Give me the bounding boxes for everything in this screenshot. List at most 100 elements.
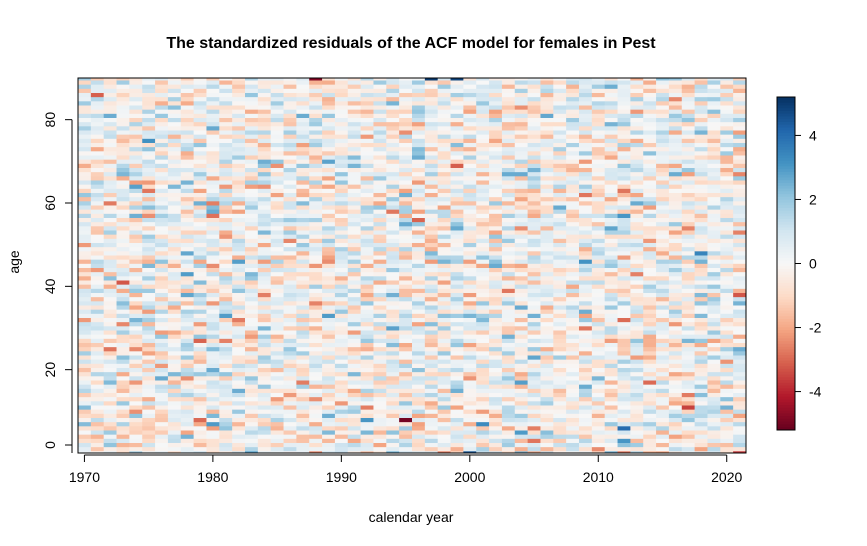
heatmap-cell [167, 284, 182, 289]
heatmap-cell [694, 96, 708, 102]
heatmap-cell [489, 80, 503, 85]
heatmap-cell [296, 421, 310, 427]
heatmap-cell [720, 242, 734, 248]
heatmap-cell [78, 438, 92, 443]
heatmap-cell [463, 155, 477, 160]
heatmap-cell [322, 234, 336, 239]
heatmap-cell [643, 342, 657, 348]
heatmap-cell [347, 271, 362, 277]
heatmap-cell [566, 342, 580, 348]
heatmap-cell [566, 180, 580, 185]
heatmap-cell [283, 150, 297, 156]
heatmap-cell [566, 267, 580, 273]
heatmap-cell [322, 225, 336, 231]
heatmap-cell [707, 200, 721, 206]
colorbar-swatch [777, 363, 795, 367]
heatmap-cell [489, 363, 503, 368]
heatmap-cell [103, 105, 117, 110]
heatmap-cell [437, 434, 451, 439]
heatmap-cell [733, 350, 747, 356]
heatmap-cell [604, 205, 618, 210]
heatmap-cell [90, 434, 105, 439]
heatmap-cell [193, 242, 207, 248]
heatmap-cell [720, 367, 734, 373]
heatmap-cell [553, 380, 567, 385]
heatmap-cell [424, 450, 439, 454]
heatmap-cell [720, 446, 734, 452]
heatmap-cell [707, 334, 721, 339]
heatmap-cell [155, 121, 169, 127]
heatmap-cell [167, 288, 182, 293]
heatmap-cell [90, 225, 105, 231]
heatmap-cell [424, 371, 439, 377]
heatmap-cell [604, 363, 618, 368]
heatmap-cell [489, 209, 503, 214]
heatmap-cell [245, 196, 259, 202]
heatmap-cell [193, 246, 207, 252]
heatmap-cell [180, 234, 195, 239]
heatmap-cell [707, 155, 721, 160]
heatmap-cell [180, 78, 195, 81]
heatmap-cell [514, 167, 529, 173]
heatmap-cell [283, 338, 297, 343]
heatmap-cell [604, 113, 618, 118]
heatmap-cell [257, 209, 272, 214]
heatmap-cell [167, 146, 182, 152]
heatmap-cell [296, 242, 310, 248]
heatmap-cell [360, 384, 374, 389]
heatmap-cell [78, 259, 92, 264]
heatmap-cell [424, 300, 439, 306]
heatmap-cell [630, 430, 644, 435]
heatmap-cell [566, 263, 580, 268]
heatmap-cell [681, 80, 696, 85]
heatmap-cell [553, 225, 567, 231]
heatmap-cell [553, 392, 567, 398]
heatmap-cell [180, 242, 195, 248]
heatmap-cell [643, 317, 657, 323]
heatmap-cell [399, 259, 413, 264]
heatmap-cell [193, 396, 207, 402]
heatmap-cell [707, 250, 721, 256]
heatmap-cell [219, 446, 233, 452]
heatmap-cell [103, 434, 117, 439]
heatmap-cell [489, 205, 503, 210]
heatmap-cell [155, 217, 169, 223]
heatmap-cell [334, 117, 349, 123]
colorbar-swatch [777, 219, 795, 223]
heatmap-cell [103, 242, 117, 248]
heatmap-cell [296, 342, 310, 348]
heatmap-cell [707, 209, 721, 214]
heatmap-cell [155, 355, 169, 360]
heatmap-cell [424, 342, 439, 348]
heatmap-cell [399, 163, 413, 168]
heatmap-cell [360, 250, 374, 256]
heatmap-cell [334, 346, 349, 352]
heatmap-cell [450, 100, 464, 106]
heatmap-cell [129, 421, 143, 427]
heatmap-cell [296, 138, 310, 143]
heatmap-cell [604, 175, 618, 181]
heatmap-cell [476, 367, 490, 373]
heatmap-cell [257, 421, 272, 427]
heatmap-cell [257, 275, 272, 281]
heatmap-cell [694, 250, 708, 256]
heatmap-cell [232, 384, 246, 389]
heatmap-cell [360, 200, 374, 206]
heatmap-cell [360, 217, 374, 223]
heatmap-cell [142, 130, 156, 135]
heatmap-cell [643, 238, 657, 243]
heatmap-cell [167, 438, 182, 443]
heatmap-cell [591, 305, 606, 310]
heatmap-cell [129, 146, 143, 152]
heatmap-cell [334, 200, 349, 206]
heatmap-cell [296, 325, 310, 331]
heatmap-cell [322, 230, 336, 235]
heatmap-cell [591, 146, 606, 152]
heatmap-cell [90, 80, 105, 85]
heatmap-cell [399, 180, 413, 185]
heatmap-cell [656, 396, 670, 402]
heatmap-cell [155, 309, 169, 314]
heatmap-cell [334, 380, 349, 385]
heatmap-cell [527, 450, 541, 454]
heatmap-cell [309, 117, 323, 123]
